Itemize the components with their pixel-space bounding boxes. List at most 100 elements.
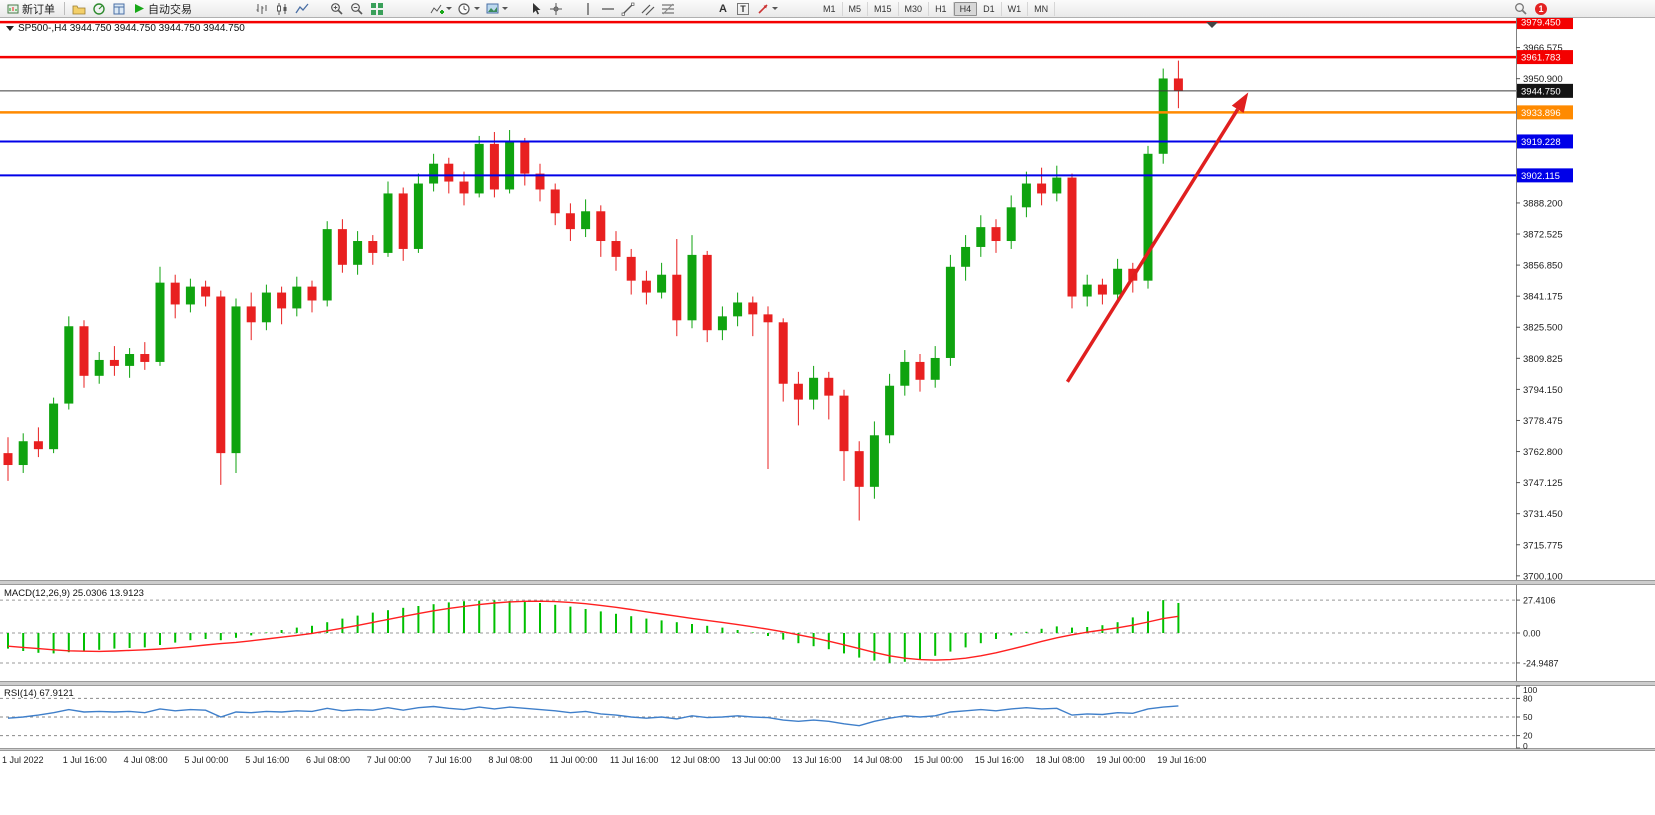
price-tick-label: 3762.800 bbox=[1523, 447, 1563, 458]
timeframe-m1[interactable]: M1 bbox=[817, 1, 843, 16]
candle bbox=[596, 205, 606, 257]
indicators-icon[interactable] bbox=[428, 1, 454, 17]
panel-separator[interactable] bbox=[0, 681, 1655, 686]
chart-area[interactable]: SP500-,H4 3944.750 3944.750 3944.750 394… bbox=[0, 18, 1655, 815]
candle bbox=[1037, 167, 1047, 206]
rsi-tick-label: 80 bbox=[1523, 693, 1533, 703]
price-line-badge bbox=[1517, 18, 1573, 30]
chart-shift-marker[interactable] bbox=[1206, 22, 1218, 28]
panel-separator[interactable] bbox=[0, 580, 1655, 585]
channel-icon[interactable] bbox=[639, 1, 657, 17]
new-order-button[interactable]: 新订单 bbox=[3, 1, 59, 17]
candle bbox=[824, 371, 834, 420]
zoom-out-icon[interactable] bbox=[348, 1, 366, 17]
profiles-icon[interactable] bbox=[70, 1, 88, 17]
data-window-icon[interactable] bbox=[110, 1, 128, 17]
price-line-badge-label: 3979.450 bbox=[1521, 18, 1561, 29]
candle bbox=[1097, 278, 1107, 305]
timeframe-mn[interactable]: MN bbox=[1028, 1, 1056, 16]
candle bbox=[976, 215, 986, 257]
templates-icon[interactable] bbox=[484, 1, 510, 17]
notification-badge[interactable]: 1 bbox=[1535, 3, 1547, 15]
toolbar-separator bbox=[64, 2, 65, 15]
new-order-label: 新订单 bbox=[22, 3, 55, 16]
candle bbox=[489, 131, 499, 198]
candle bbox=[702, 250, 712, 343]
fibonacci-icon[interactable] bbox=[659, 1, 677, 17]
timeframe-w1[interactable]: W1 bbox=[1002, 1, 1029, 16]
price-tick-label: 3809.825 bbox=[1523, 354, 1563, 365]
price-tick-label: 3731.450 bbox=[1523, 509, 1563, 520]
candle bbox=[839, 389, 849, 481]
candle bbox=[1082, 274, 1092, 307]
crosshair-icon[interactable] bbox=[547, 1, 565, 17]
price-tick-label: 3715.775 bbox=[1523, 540, 1563, 551]
arrows-tool-icon[interactable] bbox=[754, 1, 780, 17]
auto-trading-play-icon bbox=[135, 4, 144, 13]
price-tick-label: 3825.500 bbox=[1523, 323, 1563, 334]
candle bbox=[520, 137, 530, 186]
timeframe-m30[interactable]: M30 bbox=[899, 1, 930, 16]
timeframe-m5[interactable]: M5 bbox=[843, 1, 869, 16]
rsi-panel: RSI(14) 67.9121 bbox=[0, 688, 1516, 737]
trend-arrow-head bbox=[1231, 92, 1249, 114]
price-tick-label: 3841.175 bbox=[1523, 292, 1563, 303]
macd-title: MACD(12,26,9) 25.0306 13.9123 bbox=[4, 588, 144, 599]
zoom-in-icon[interactable] bbox=[328, 1, 346, 17]
timeframe-d1[interactable]: D1 bbox=[977, 1, 1002, 16]
price-line-badge-label: 3933.896 bbox=[1521, 108, 1561, 119]
rsi-tick-label: 100 bbox=[1523, 685, 1537, 695]
search-icon[interactable] bbox=[1512, 1, 1530, 17]
price-line-badge bbox=[1517, 83, 1573, 98]
candle bbox=[565, 203, 575, 242]
trend-arrow[interactable] bbox=[1065, 108, 1240, 383]
price-line-badge-label: 3902.115 bbox=[1521, 171, 1560, 182]
candle bbox=[125, 348, 135, 378]
price-line-badge-label: 3919.228 bbox=[1521, 137, 1561, 148]
vertical-line-icon[interactable] bbox=[579, 1, 597, 17]
chart-line-icon[interactable] bbox=[293, 1, 311, 17]
text-tool-icon[interactable]: A bbox=[719, 2, 727, 15]
candle bbox=[778, 318, 788, 402]
time-axis-label: 5 Jul 16:00 bbox=[245, 755, 289, 765]
candle bbox=[383, 181, 393, 257]
market-watch-icon[interactable] bbox=[90, 1, 108, 17]
chevron-down-icon bbox=[502, 7, 508, 10]
timeframe-h4[interactable]: H4 bbox=[953, 1, 978, 16]
candle bbox=[185, 278, 195, 313]
horizontal-line-icon[interactable] bbox=[599, 1, 617, 17]
candle bbox=[216, 290, 226, 485]
trendline-icon[interactable] bbox=[619, 1, 637, 17]
timeframe-h1[interactable]: H1 bbox=[929, 1, 954, 16]
panel-separator[interactable] bbox=[0, 748, 1655, 751]
timeframe-m15[interactable]: M15 bbox=[868, 1, 899, 16]
candle bbox=[763, 306, 773, 469]
time-axis-label: 5 Jul 00:00 bbox=[184, 755, 228, 765]
candle bbox=[672, 239, 682, 337]
chart-bars-icon[interactable] bbox=[253, 1, 271, 17]
time-axis-label: 13 Jul 16:00 bbox=[792, 755, 841, 765]
time-axis-label: 14 Jul 08:00 bbox=[853, 755, 902, 765]
candle bbox=[398, 187, 408, 261]
cursor-icon[interactable] bbox=[527, 1, 545, 17]
candle bbox=[641, 270, 651, 305]
candle bbox=[961, 235, 971, 281]
macd-tick-label: -24.9487 bbox=[1523, 658, 1559, 668]
symbol-dropdown-icon[interactable] bbox=[6, 26, 14, 31]
time-axis-label: 1 Jul 2022 bbox=[2, 755, 44, 765]
candle bbox=[18, 433, 28, 473]
periods-icon[interactable] bbox=[456, 1, 482, 17]
text-label-icon[interactable]: T bbox=[734, 1, 752, 17]
candle bbox=[687, 235, 697, 329]
rsi-tick-label: 20 bbox=[1523, 731, 1533, 741]
tile-windows-icon[interactable] bbox=[368, 1, 386, 17]
auto-trading-button[interactable]: 自动交易 bbox=[130, 1, 196, 17]
price-line-badge bbox=[1517, 50, 1573, 65]
candle bbox=[49, 397, 59, 454]
candle bbox=[246, 292, 256, 341]
chart-candles-icon[interactable] bbox=[273, 1, 291, 17]
candle bbox=[33, 427, 43, 458]
candle bbox=[611, 231, 621, 271]
candle bbox=[368, 235, 378, 265]
